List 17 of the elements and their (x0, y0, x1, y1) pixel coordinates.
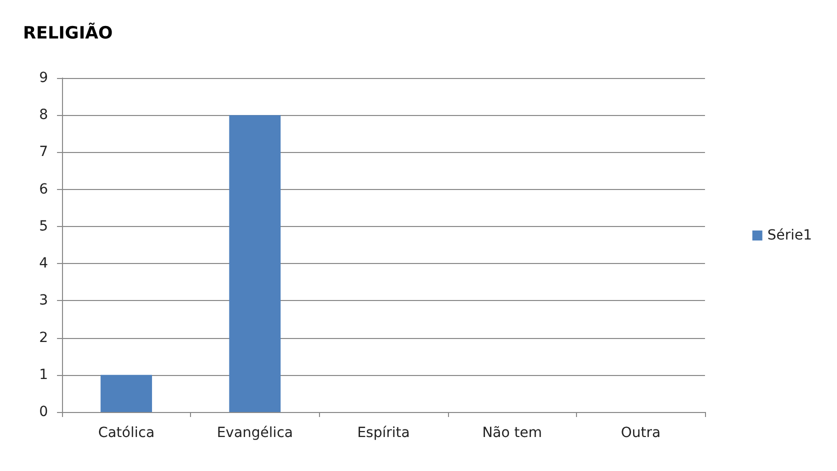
y-tick-label: 9 (39, 70, 48, 86)
y-tick-label: 5 (39, 218, 48, 234)
y-tick-label: 3 (39, 292, 48, 309)
legend-label: Série1 (767, 228, 812, 244)
y-tick-label: 2 (39, 330, 48, 346)
y-tick-label: 6 (39, 181, 48, 198)
x-tick-label: Espírita (357, 425, 410, 441)
y-tick-label: 0 (39, 404, 48, 420)
x-tick-label: Católica (98, 425, 155, 441)
x-tick-label: Não tem (482, 425, 542, 441)
y-tick-label: 8 (39, 107, 48, 124)
chart-title: RELIGIÃO (23, 22, 113, 44)
y-tick-label: 1 (39, 366, 48, 383)
y-tick-label: 7 (39, 144, 48, 160)
y-tick-label: 4 (39, 256, 48, 272)
x-tick-label: Outra (620, 425, 661, 441)
x-tick-label: Evangélica (216, 425, 293, 441)
